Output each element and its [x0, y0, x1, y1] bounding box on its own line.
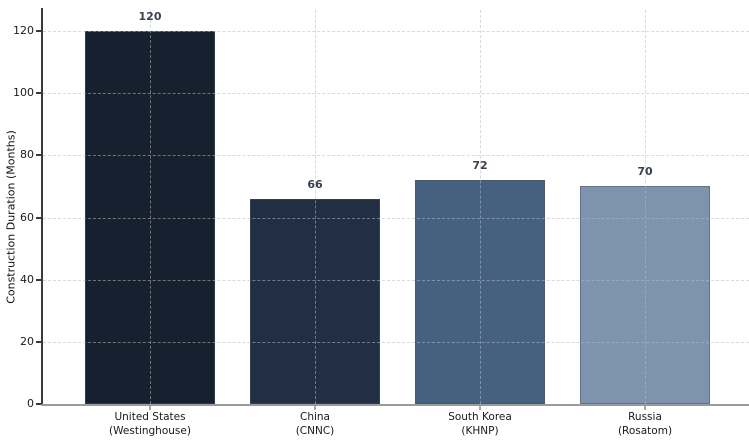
x-axis-tick — [314, 406, 316, 410]
x-axis-tick — [479, 406, 481, 410]
y-tick-label: 0 — [27, 397, 34, 410]
gridline-horizontal — [43, 93, 749, 95]
y-axis-tick — [36, 340, 41, 343]
y-axis-tick — [36, 403, 41, 405]
gridline-horizontal — [43, 31, 749, 32]
gridline-horizontal — [43, 341, 749, 343]
x-axis-spine — [41, 404, 749, 406]
gridline-vertical — [480, 10, 481, 404]
bar-value-label: 66 — [307, 177, 323, 191]
y-axis-tick — [36, 216, 41, 219]
y-tick-label: 100 — [13, 86, 34, 100]
x-axis-tick — [644, 406, 646, 410]
x-tick-label: Russia (Rosatom) — [617, 411, 673, 437]
y-axis-tick — [36, 30, 41, 32]
bar-value-label: 120 — [138, 10, 162, 23]
gridline-horizontal — [43, 217, 749, 219]
y-tick-label: 20 — [20, 334, 34, 348]
gridline-vertical — [315, 10, 316, 404]
gridline-horizontal — [43, 155, 749, 157]
x-tick-label: United States (Westinghouse) — [109, 411, 191, 437]
bar-value-label: 70 — [637, 165, 653, 179]
x-tick-label: China (CNNC) — [295, 411, 335, 437]
gridline-vertical — [150, 10, 151, 404]
x-tick-label: South Korea (KHNP) — [448, 411, 512, 437]
y-tick-label: 60 — [20, 210, 34, 224]
gridline-vertical — [645, 10, 646, 404]
y-axis-tick — [36, 92, 41, 95]
y-tick-label: 40 — [20, 272, 34, 286]
y-axis-tick — [36, 278, 41, 281]
y-axis-spine — [41, 8, 43, 406]
y-tick-label: 120 — [13, 24, 34, 37]
gridline-horizontal — [43, 279, 749, 281]
y-axis-tick — [36, 154, 41, 157]
x-axis-tick — [149, 406, 151, 410]
y-tick-label: 80 — [20, 148, 34, 162]
bar-value-label: 72 — [472, 159, 488, 173]
